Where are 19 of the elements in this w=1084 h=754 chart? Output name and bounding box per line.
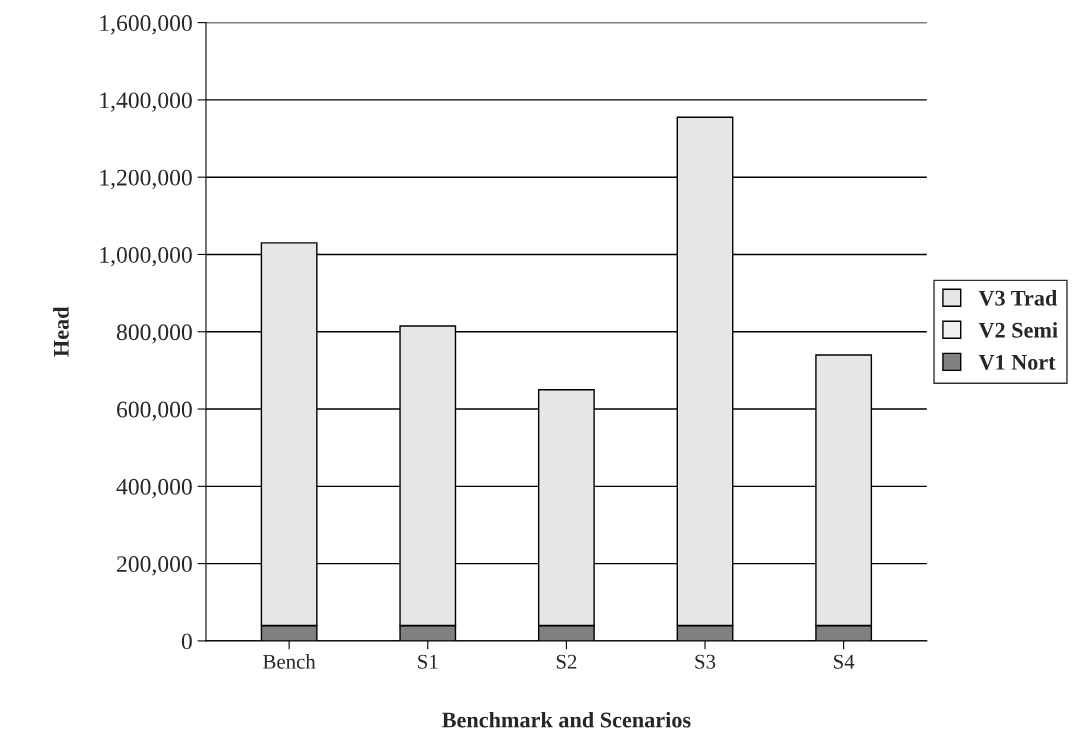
legend-label: V3 Trad bbox=[978, 290, 1058, 306]
x-axis-title: Benchmark and Scenarios bbox=[442, 711, 691, 728]
y-tick-label: 200,000 bbox=[117, 556, 192, 576]
y-tick-label: 1,000,000 bbox=[100, 246, 192, 267]
y-tick-label: 0 bbox=[181, 633, 192, 650]
y-tick-label: 800,000 bbox=[116, 324, 192, 344]
y-axis-title: Head bbox=[53, 306, 69, 357]
y-tick-label: 600,000 bbox=[117, 401, 192, 421]
y-tick-label: 1,400,000 bbox=[100, 92, 192, 112]
y-tick-label: 1,600,000 bbox=[100, 15, 192, 35]
x-tick-label: Bench bbox=[263, 654, 316, 669]
x-tick-label: S4 bbox=[834, 654, 855, 669]
x-tick-label: S3 bbox=[695, 654, 716, 669]
y-tick-label: 400,000 bbox=[116, 478, 192, 499]
x-tick-label: S2 bbox=[556, 654, 577, 669]
legend-label: V1 Nort bbox=[978, 354, 1056, 370]
y-tick-label: 1,200,000 bbox=[100, 169, 192, 190]
x-tick-label: S1 bbox=[418, 654, 438, 669]
legend-label: V2 Semi bbox=[978, 322, 1058, 338]
